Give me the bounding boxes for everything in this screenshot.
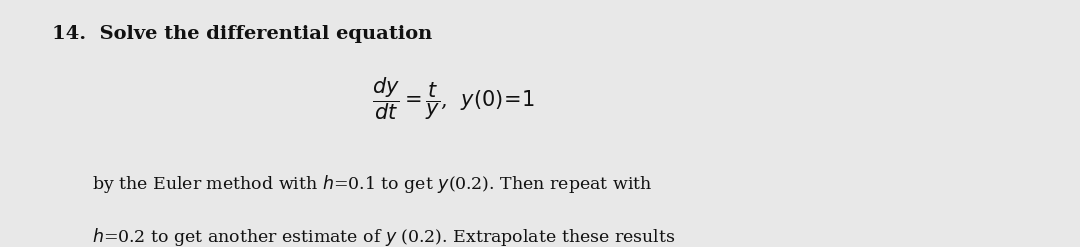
Text: $\dfrac{dy}{dt} = \dfrac{t}{y}$,  $y(0)\!=\!1$: $\dfrac{dy}{dt} = \dfrac{t}{y}$, $y(0)\!…: [373, 76, 535, 122]
Text: $h$=0.2 to get another estimate of $y$ (0.2). Extrapolate these results: $h$=0.2 to get another estimate of $y$ (…: [92, 226, 675, 247]
Text: by the Euler method with $h$=0.1 to get $y$(0.2). Then repeat with: by the Euler method with $h$=0.1 to get …: [92, 173, 652, 195]
Text: 14.  Solve the differential equation: 14. Solve the differential equation: [52, 25, 432, 43]
